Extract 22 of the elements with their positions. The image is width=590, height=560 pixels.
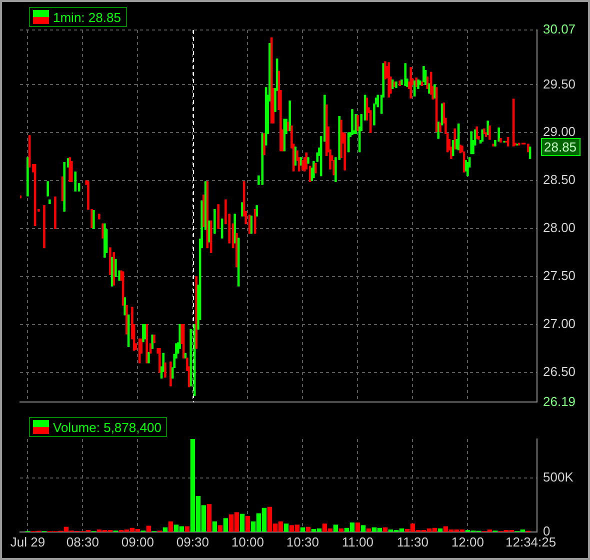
x-tick-label: 11:30 bbox=[396, 534, 428, 550]
y-tick-label: 26.50 bbox=[543, 364, 576, 380]
y-tick-label: 29.00 bbox=[543, 124, 576, 140]
x-tick-label: 09:00 bbox=[121, 534, 154, 550]
x-tick-label: 10:30 bbox=[286, 534, 319, 550]
x-tick-label: 08:30 bbox=[66, 534, 99, 550]
y-tick-label: 28.00 bbox=[543, 220, 576, 236]
annotation: 28.85 bbox=[544, 140, 577, 155]
y-tick-label: 26.19 bbox=[543, 394, 576, 409]
y-tick-label: 27.00 bbox=[543, 316, 576, 332]
x-tick-label: 11:00 bbox=[342, 534, 374, 550]
legend-label: Volume: 5,878,400 bbox=[53, 420, 162, 434]
x-tick-label: Jul 29 bbox=[10, 534, 46, 550]
x-tick-label: 09:30 bbox=[176, 534, 209, 550]
y-tick-label: 500K bbox=[543, 470, 574, 485]
y-tick-label: 28.50 bbox=[543, 172, 576, 188]
x-tick-label: 10:00 bbox=[231, 534, 264, 550]
y-tick-label: 30.07 bbox=[543, 22, 576, 37]
x-tick-label: 12:00 bbox=[451, 534, 484, 550]
y-tick-label: 27.50 bbox=[543, 268, 576, 284]
y-tick-label: 29.50 bbox=[543, 76, 576, 92]
legend-title: 1min: 28.85 bbox=[53, 10, 121, 24]
